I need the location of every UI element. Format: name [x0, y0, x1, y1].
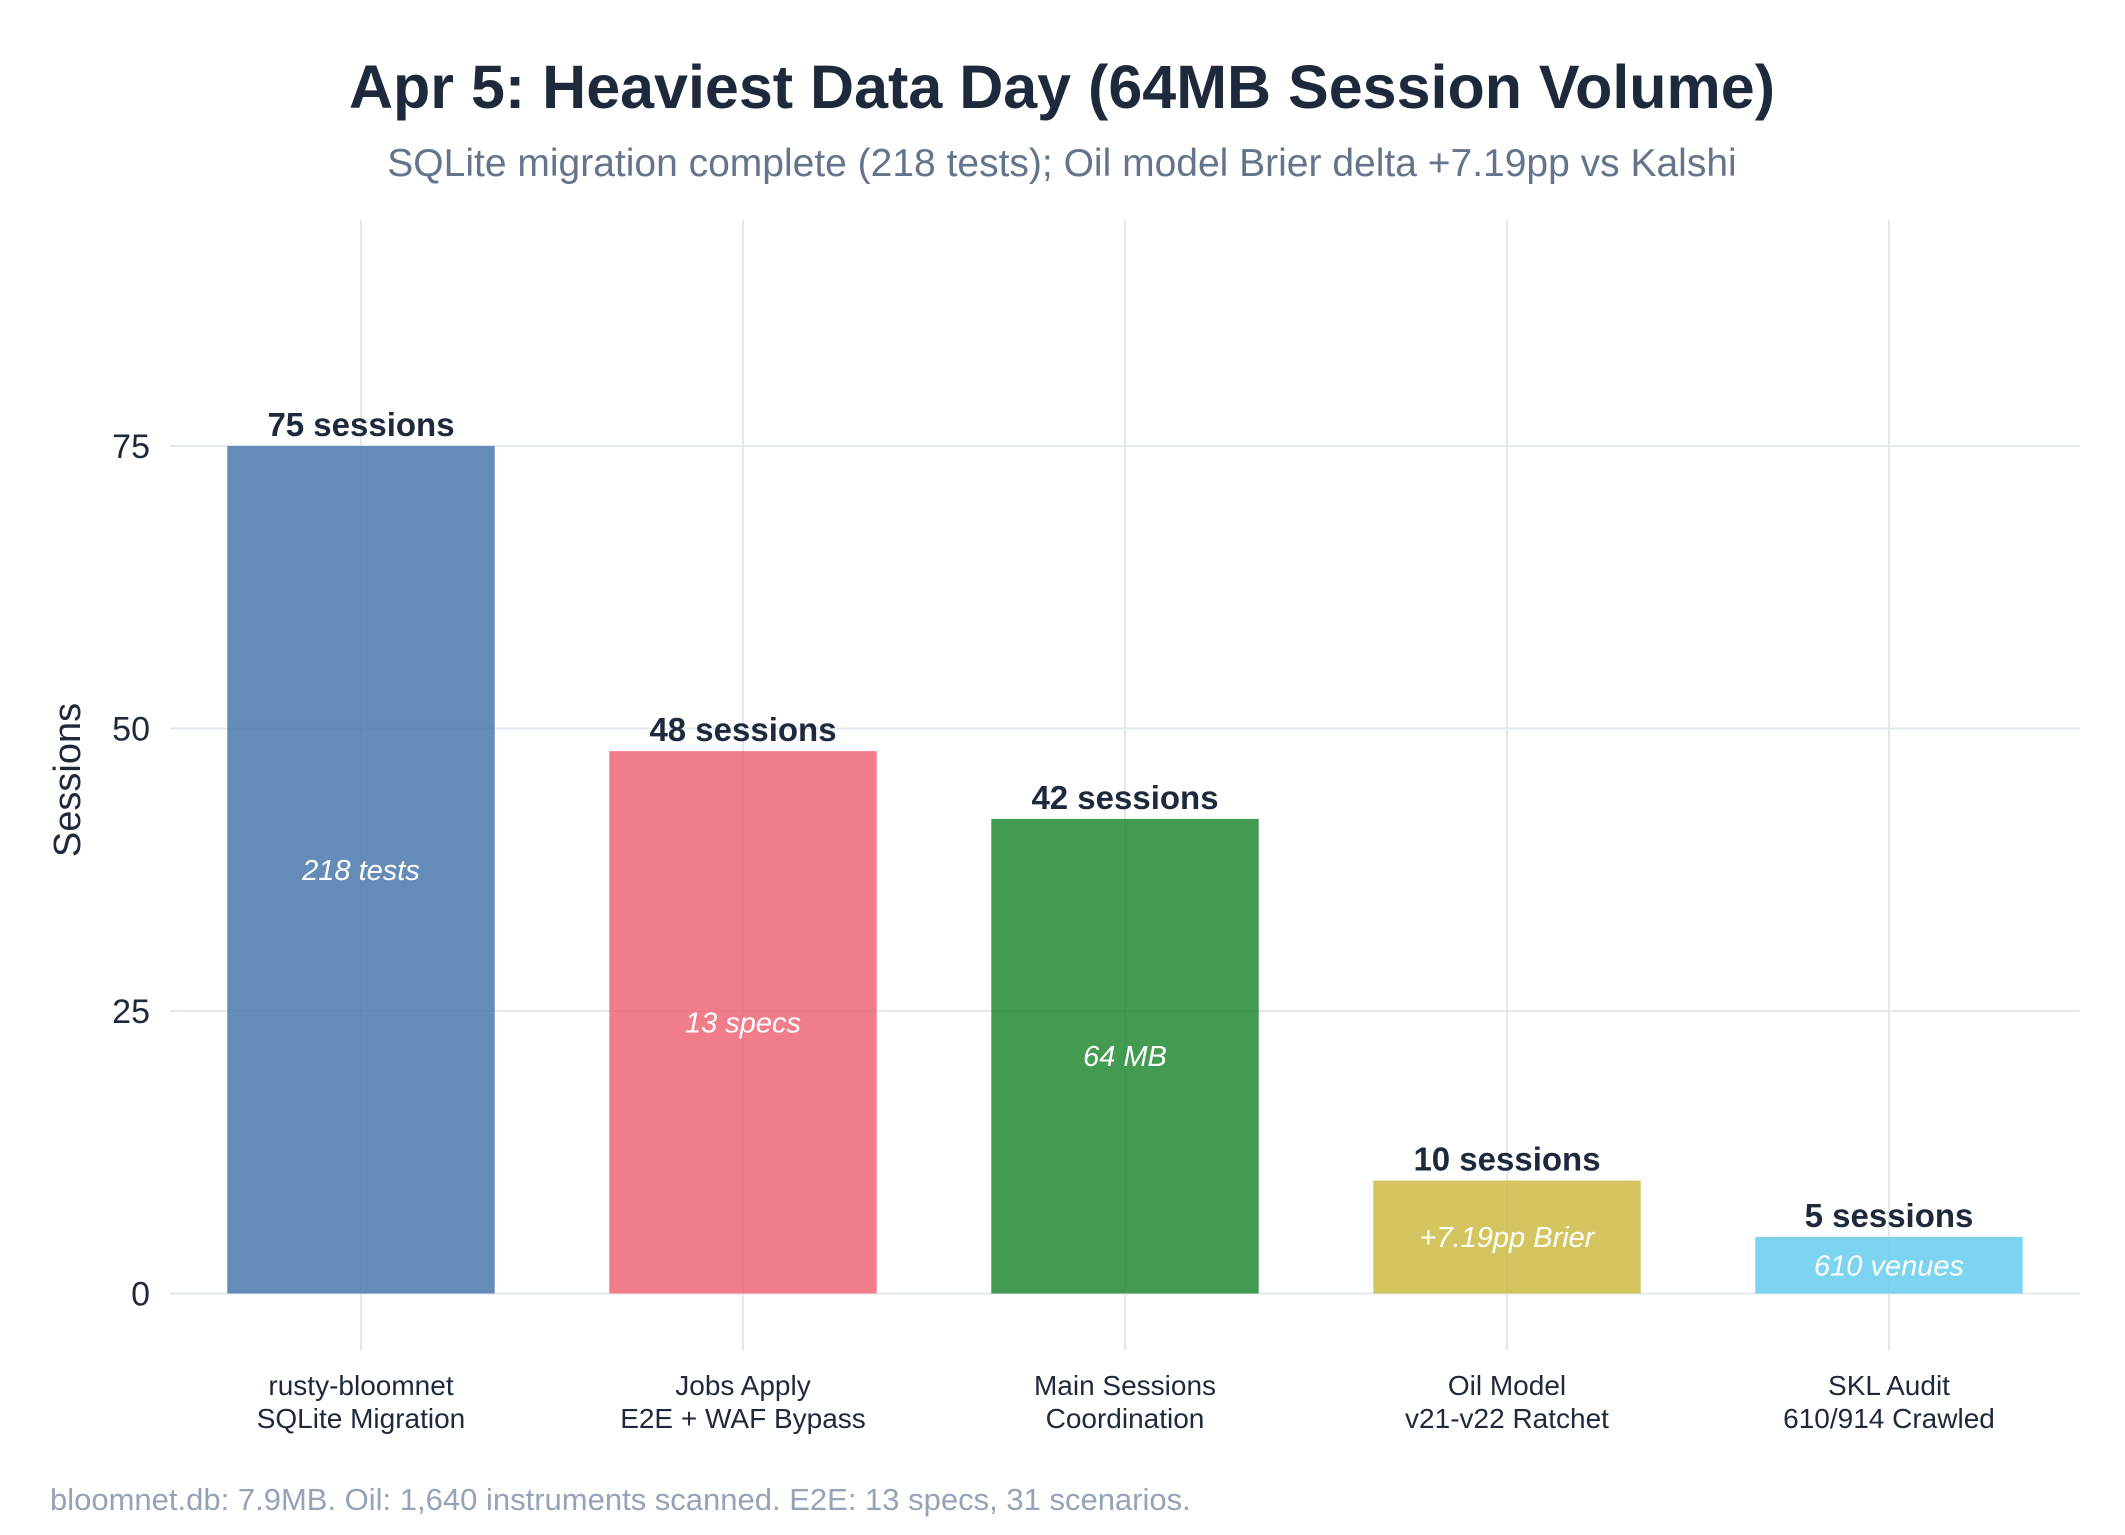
x-tick-label: Jobs Apply — [675, 1370, 810, 1401]
x-tick-label: Main Sessions — [1034, 1370, 1216, 1401]
bar — [991, 818, 1259, 1294]
y-tick-label: 0 — [131, 1276, 150, 1314]
chart-subtitle: SQLite migration complete (218 tests); O… — [387, 142, 1736, 185]
x-tick-label: Coordination — [1046, 1403, 1205, 1434]
y-tick-label: 75 — [112, 428, 150, 466]
bar — [227, 446, 495, 1294]
y-tick-label: 25 — [112, 993, 150, 1031]
bar-value-label: 10 sessions — [1413, 1141, 1600, 1178]
x-tick-label: E2E + WAF Bypass — [620, 1403, 866, 1434]
bar-annotation: 610 venues — [1814, 1250, 1964, 1282]
x-tick-label: v21-v22 Ratchet — [1405, 1403, 1609, 1434]
bar — [609, 751, 877, 1294]
bar-annotation: +7.19pp Brier — [1420, 1222, 1596, 1254]
footnote: bloomnet.db: 7.9MB. Oil: 1,640 instrumen… — [50, 1482, 1191, 1517]
y-axis: 0 25 50 75 — [112, 428, 150, 1314]
bar-annotation: 13 specs — [685, 1007, 801, 1039]
x-tick-label: 610/914 Crawled — [1783, 1403, 1995, 1434]
bar-annotation: 218 tests — [301, 855, 420, 887]
bar-value-label: 75 sessions — [267, 406, 454, 443]
bar-value-label: 5 sessions — [1805, 1197, 1974, 1234]
bar-value-label: 42 sessions — [1031, 779, 1218, 816]
bar-annotation: 64 MB — [1083, 1041, 1167, 1073]
x-tick-label: SQLite Migration — [257, 1403, 466, 1434]
chart-title: Apr 5: Heaviest Data Day (64MB Session V… — [349, 53, 1775, 121]
x-tick-label: rusty-bloomnet — [268, 1370, 453, 1401]
bar — [1755, 1237, 2023, 1294]
x-tick-label: Oil Model — [1448, 1370, 1566, 1401]
bar — [1373, 1180, 1641, 1294]
y-tick-label: 50 — [112, 711, 150, 749]
x-tick-label: SKL Audit — [1828, 1370, 1950, 1401]
bars: 75 sessions 218 tests 48 sessions 13 specs 4… — [227, 406, 2023, 1294]
y-axis-label: Sessions — [47, 703, 89, 857]
bar-value-label: 48 sessions — [649, 711, 836, 748]
